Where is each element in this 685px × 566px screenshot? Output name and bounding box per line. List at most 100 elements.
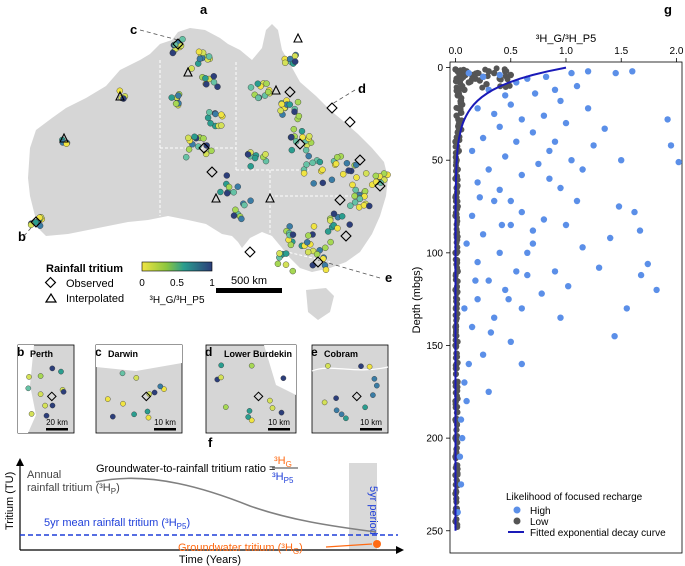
map-sample-point	[309, 159, 316, 167]
map-sample-point	[223, 172, 231, 179]
y-tick-label: 100	[426, 248, 443, 259]
y-axis-title: Depth (mbgs)	[411, 267, 423, 334]
high-point	[529, 129, 537, 136]
map-sample-point	[319, 179, 326, 187]
inset-sample-point	[358, 363, 364, 370]
high-point	[496, 186, 503, 193]
inset-panel-label: e	[311, 345, 318, 359]
inset-panel-label: d	[205, 345, 212, 359]
high-point	[573, 197, 581, 205]
map-sample-point	[286, 223, 293, 230]
high-point	[540, 216, 548, 223]
high-point	[468, 147, 476, 155]
high-point	[513, 268, 520, 275]
scatter-legend: Likelihood of focused recharge High Low …	[506, 492, 666, 539]
map-sample-point	[288, 146, 295, 154]
map-sample-point	[274, 260, 282, 267]
inset-sample-point	[26, 374, 32, 380]
legend-high-marker	[513, 506, 521, 514]
low-point	[455, 87, 462, 94]
high-point	[644, 260, 651, 268]
map-sample-point	[204, 114, 212, 122]
legend-low-marker	[513, 517, 521, 525]
map-sample-point	[372, 172, 379, 180]
x-tick-label: 0.0	[449, 46, 463, 57]
map-sample-point	[185, 134, 192, 142]
callout-label-d: d	[358, 81, 366, 96]
map-sample-point	[366, 202, 373, 210]
high-point	[565, 283, 572, 290]
x-ticks: 0.0 0.5 1.0 1.5 2.0	[449, 46, 684, 62]
high-point	[607, 234, 614, 242]
map-sample-point	[316, 158, 324, 166]
inset-sample-point	[222, 404, 229, 410]
ratio-num-main: ³H	[274, 455, 286, 467]
map-sample-point	[353, 174, 360, 181]
map-sample-point	[185, 146, 193, 153]
map-sample-point	[205, 53, 213, 60]
low-point	[483, 81, 490, 88]
map-sample-point	[288, 133, 295, 141]
inset-sample-point	[218, 362, 224, 369]
map-sample-point	[212, 110, 219, 118]
inset-sample-point	[146, 391, 153, 397]
colorbar-tick-1: 1	[209, 278, 215, 289]
high-point	[540, 112, 548, 119]
high-point	[502, 153, 509, 160]
ratio-numerator: ³HG	[274, 455, 292, 469]
map-sample-point	[299, 133, 306, 141]
high-point	[507, 197, 514, 205]
inset-sample-point	[362, 404, 368, 411]
map-sample-point	[324, 228, 332, 235]
ratio-num-sub: G	[286, 460, 292, 469]
map-sample-points	[27, 36, 391, 275]
map-sample-point	[327, 238, 334, 246]
high-point	[573, 82, 581, 90]
inset-sample-point	[49, 365, 56, 372]
observed-rainfall-marker	[198, 142, 210, 154]
map-sample-point	[343, 159, 351, 167]
inset-sample-point	[333, 395, 339, 402]
high-point	[457, 481, 465, 488]
schematic-xlabel: Time (Years)	[179, 554, 241, 566]
annual-label-line2: rainfall tritium (³HP)	[27, 482, 120, 496]
map-sample-point	[247, 163, 254, 170]
map-sample-point	[363, 170, 370, 177]
low-point	[491, 69, 498, 77]
high-point	[518, 305, 525, 312]
ratio-den-main: ³H	[272, 471, 284, 483]
map-sample-point	[302, 146, 310, 154]
map-sample-point	[234, 183, 242, 190]
observed-rainfall-marker	[354, 154, 366, 166]
map-sample-point	[202, 150, 210, 158]
high-point	[485, 388, 492, 395]
series-high-points	[454, 68, 682, 516]
map-sample-point	[298, 127, 306, 135]
legend-observed-marker	[44, 276, 57, 289]
colorbar-label: ³H_G/³H_P5	[149, 295, 204, 306]
inset-sample-point	[371, 375, 378, 382]
map-sample-point	[196, 55, 204, 62]
observed-rainfall-marker	[172, 38, 184, 50]
panel-label-f: f	[208, 435, 213, 450]
map-sample-point	[255, 94, 262, 102]
low-point	[493, 65, 500, 72]
inset-scale-label: 20 km	[46, 418, 68, 427]
inset-d: Lower Burdekin d 10 km	[205, 344, 297, 434]
inset-sample-point	[131, 411, 137, 418]
low-point	[456, 93, 463, 100]
low-point	[460, 66, 467, 73]
map-sample-point	[372, 178, 380, 186]
high-point	[529, 240, 537, 247]
low-point	[458, 75, 465, 82]
high-point	[667, 142, 675, 149]
depth-ratio-scatter: ³H_G/³H_P5 Depth (mbgs) 0.0 0.5 1.0 1.5 2.0 …	[411, 33, 684, 554]
high-point	[465, 69, 472, 77]
low-point	[504, 76, 511, 83]
fitted-exponential-curve	[454, 66, 567, 531]
inset-name: Cobram	[324, 349, 358, 359]
inset-sample-point	[60, 388, 67, 395]
high-point	[457, 416, 465, 423]
high-point	[551, 268, 559, 275]
